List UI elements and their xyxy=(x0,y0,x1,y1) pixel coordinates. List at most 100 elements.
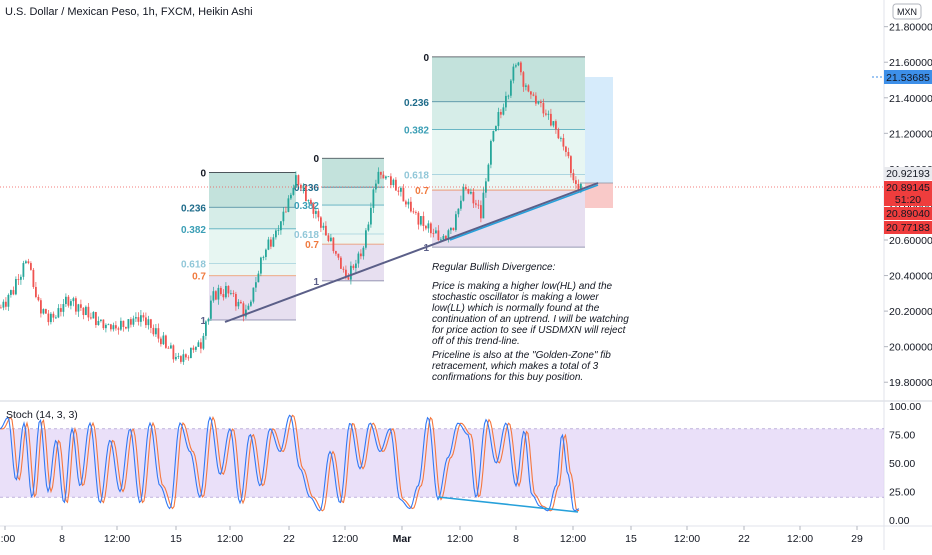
candle-body xyxy=(417,212,420,225)
time-tick-label: 29 xyxy=(851,533,863,545)
price-tag-badge[interactable] xyxy=(884,221,932,234)
candle-body xyxy=(132,318,135,325)
candle-body xyxy=(225,285,227,298)
candle-body xyxy=(457,208,460,215)
price-tag-badge[interactable] xyxy=(884,193,932,206)
candle-body xyxy=(497,112,500,127)
candle-body xyxy=(57,308,60,318)
candle-body xyxy=(422,216,425,226)
trendline-retest[interactable] xyxy=(449,184,599,241)
fib-level-label: 0.618 xyxy=(404,170,429,181)
candle-body xyxy=(567,151,570,157)
candle-body xyxy=(322,225,325,228)
stoch-divergence-line[interactable] xyxy=(437,496,579,513)
candle-body xyxy=(145,317,147,326)
time-tick-label: Mar xyxy=(393,533,412,545)
candle-body xyxy=(260,257,262,274)
candle-body xyxy=(315,211,317,214)
price-tick-label: 20.60000 xyxy=(889,235,932,247)
candle-body xyxy=(367,224,370,231)
candle-body xyxy=(542,103,545,114)
current-price-text: 21.53685 xyxy=(886,72,930,84)
candle-body xyxy=(205,321,207,336)
candle-body xyxy=(477,204,480,206)
candle-body xyxy=(220,287,222,295)
fib-level-label: 0.382 xyxy=(294,201,319,212)
stoch-tick-label: 50.00 xyxy=(889,458,915,470)
candle-body xyxy=(247,305,250,310)
candle-body xyxy=(280,221,282,231)
candle-body xyxy=(187,357,190,359)
candle-body xyxy=(335,251,337,254)
candle-body xyxy=(2,301,5,308)
chart-title: U.S. Dollar / Mexican Peso, 1h, FXCM, He… xyxy=(5,6,253,18)
price-tick-label: 21.20000 xyxy=(889,128,932,140)
candle-body xyxy=(142,315,145,318)
candle-body xyxy=(485,181,487,193)
time-tick-label: 12:00 xyxy=(217,533,243,545)
note-line: retracement, which makes a total of 3 xyxy=(432,361,599,372)
drawings-layer[interactable] xyxy=(0,77,884,323)
candle-body xyxy=(470,191,472,194)
candle-body xyxy=(377,171,380,184)
candle-body xyxy=(257,273,260,283)
candle-body xyxy=(235,294,237,307)
candle-body xyxy=(67,296,70,306)
fib-band xyxy=(432,174,585,191)
fib-band xyxy=(322,234,384,245)
trendline[interactable] xyxy=(224,182,599,323)
candle-body xyxy=(27,261,30,264)
stoch-tick-label: 100.00 xyxy=(889,401,921,413)
candle-body xyxy=(572,173,575,181)
candle-body xyxy=(102,319,105,329)
candle-body xyxy=(30,263,32,270)
candle-body xyxy=(462,187,465,201)
candle-body xyxy=(147,319,150,326)
candle-body xyxy=(135,317,137,319)
candle-body xyxy=(305,185,307,202)
candle-body xyxy=(130,319,132,325)
candle-body xyxy=(217,287,220,300)
price-tag-badge[interactable] xyxy=(884,207,932,220)
candle-body xyxy=(445,235,447,240)
candle-body xyxy=(307,200,310,202)
candle-body xyxy=(272,237,275,247)
candle-body xyxy=(77,304,80,312)
fib-level-label: 0.618 xyxy=(294,230,319,241)
candle-body xyxy=(112,325,115,330)
current-price-badge[interactable] xyxy=(884,70,932,84)
candle-body xyxy=(537,101,540,104)
candle-body xyxy=(7,294,10,307)
currency-badge[interactable]: MXN xyxy=(892,3,922,20)
axes-layer: 21.8000021.6000021.4000021.2000021.00000… xyxy=(0,22,932,545)
candle-body xyxy=(562,138,565,147)
candle-body xyxy=(65,296,67,304)
candle-body xyxy=(362,247,365,257)
position-target-zone[interactable] xyxy=(585,77,613,183)
candle-body xyxy=(287,198,290,212)
candle-body xyxy=(152,327,155,335)
candle-body xyxy=(545,113,547,115)
price-tick-label: 21.80000 xyxy=(889,22,932,34)
stochastic-pane[interactable]: 100.00 75.00 50.00 25.00 0.00 xyxy=(0,401,921,527)
note-line: Price is making a higher low(HL) and the xyxy=(432,281,613,292)
candle-body xyxy=(107,324,110,326)
note-line: confirmations for this buy position. xyxy=(432,372,583,383)
price-tag-badge[interactable] xyxy=(884,167,932,180)
candle-body xyxy=(100,319,102,321)
annotation-note[interactable]: Regular Bullish Divergence: Price is mak… xyxy=(432,262,629,383)
candle-body xyxy=(530,91,532,95)
price-tag-badge[interactable] xyxy=(884,181,932,194)
fib-retracements[interactable]: 00.2360.3820.6180.7100.2360.3820.6180.71… xyxy=(181,53,585,327)
candle-body xyxy=(222,294,225,298)
fib-level-label: 0 xyxy=(313,154,319,165)
candle-body xyxy=(165,335,167,348)
fib-band xyxy=(432,129,585,175)
stoch-label[interactable]: Stoch (14, 3, 3) xyxy=(6,409,78,421)
time-tick-label: 15 xyxy=(625,533,637,545)
candle-body xyxy=(210,300,212,319)
candle-body xyxy=(550,113,552,126)
time-tick-label: 12:00 xyxy=(674,533,700,545)
